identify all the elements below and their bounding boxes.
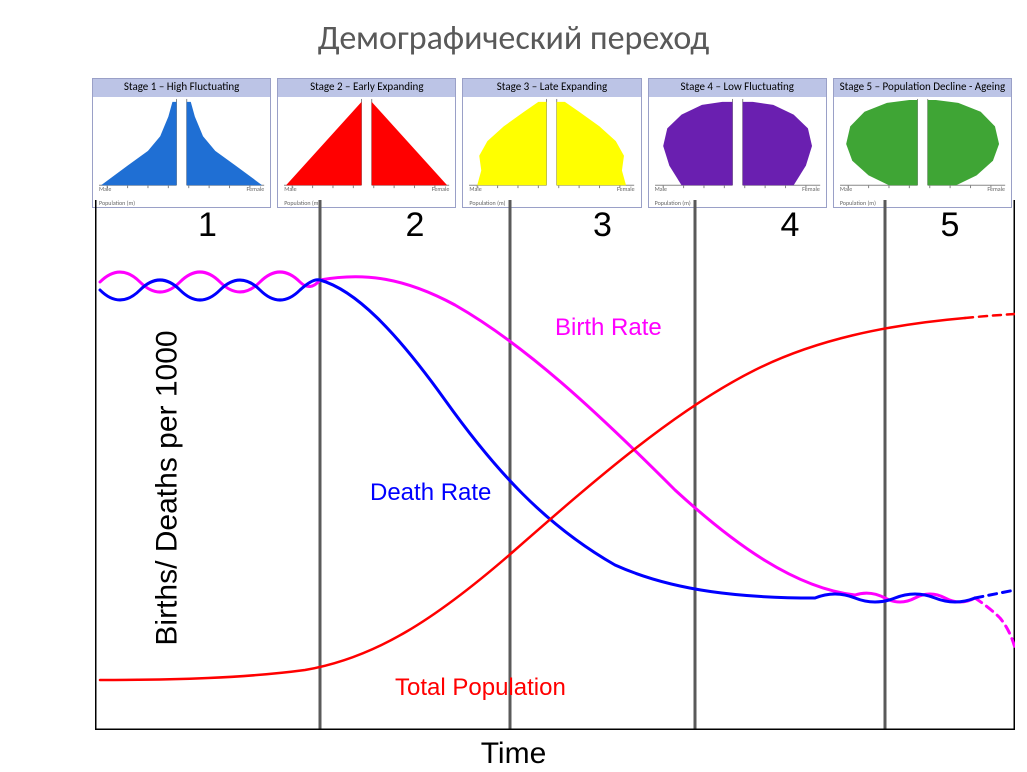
pyramid-title: Stage 5 – Population Decline - Ageing	[834, 79, 1011, 97]
series-label-total_population: Total Population	[395, 674, 566, 701]
page-root: Демографический переход Stage 1 – High F…	[0, 0, 1027, 772]
series-line-dash-birth_rate	[975, 598, 1015, 648]
stage-number-1: 1	[198, 206, 217, 244]
pyramid-title: Stage 3 – Late Expanding	[463, 79, 640, 97]
pyramid-graphic	[282, 97, 451, 195]
series-line-dash-total_population	[965, 314, 1015, 318]
series-line-birth_rate	[100, 272, 975, 602]
stage-number-2: 2	[406, 206, 425, 244]
pyramid-card-stage-3: Stage 3 – Late ExpandingMaleFemalePopula…	[462, 78, 641, 208]
pyramid-card-stage-5: Stage 5 – Population Decline - AgeingMal…	[833, 78, 1012, 208]
pyramid-title: Stage 2 – Early Expanding	[278, 79, 455, 97]
pyramid-graphic	[467, 97, 636, 195]
page-title: Демографический переход	[0, 18, 1027, 59]
pyramid-graphic	[653, 97, 822, 195]
pyramid-title: Stage 4 – Low Fluctuating	[649, 79, 826, 97]
series-line-total_population	[100, 318, 965, 680]
pyramid-card-stage-4: Stage 4 – Low FluctuatingMaleFemalePopul…	[648, 78, 827, 208]
chart-svg: 1 2 3 4 5 Birth Rate Death Rate Total Populatio…	[95, 200, 1015, 730]
pyramid-row: Stage 1 – High FluctuatingMaleFemalePopu…	[92, 78, 1012, 208]
pyramid-card-stage-1: Stage 1 – High FluctuatingMaleFemalePopu…	[92, 78, 271, 208]
stage-number-3: 3	[593, 206, 612, 244]
pyramid-title: Stage 1 – High Fluctuating	[93, 79, 270, 97]
pyramid-graphic	[97, 97, 266, 195]
stage-number-4: 4	[781, 206, 800, 244]
series-line-dash-death_rate	[975, 590, 1015, 598]
stage-number-5: 5	[941, 206, 960, 244]
x-axis-label: Time	[0, 737, 1027, 771]
series-label-birth_rate: Birth Rate	[555, 314, 662, 341]
pyramid-graphic	[838, 97, 1007, 195]
series-line-death_rate	[100, 280, 975, 602]
chart-container: Births/ Deaths per 1000 12345Birth RateD…	[0, 200, 1027, 772]
pyramid-card-stage-2: Stage 2 – Early ExpandingMaleFemalePopul…	[277, 78, 456, 208]
series-label-death_rate: Death Rate	[370, 479, 491, 506]
